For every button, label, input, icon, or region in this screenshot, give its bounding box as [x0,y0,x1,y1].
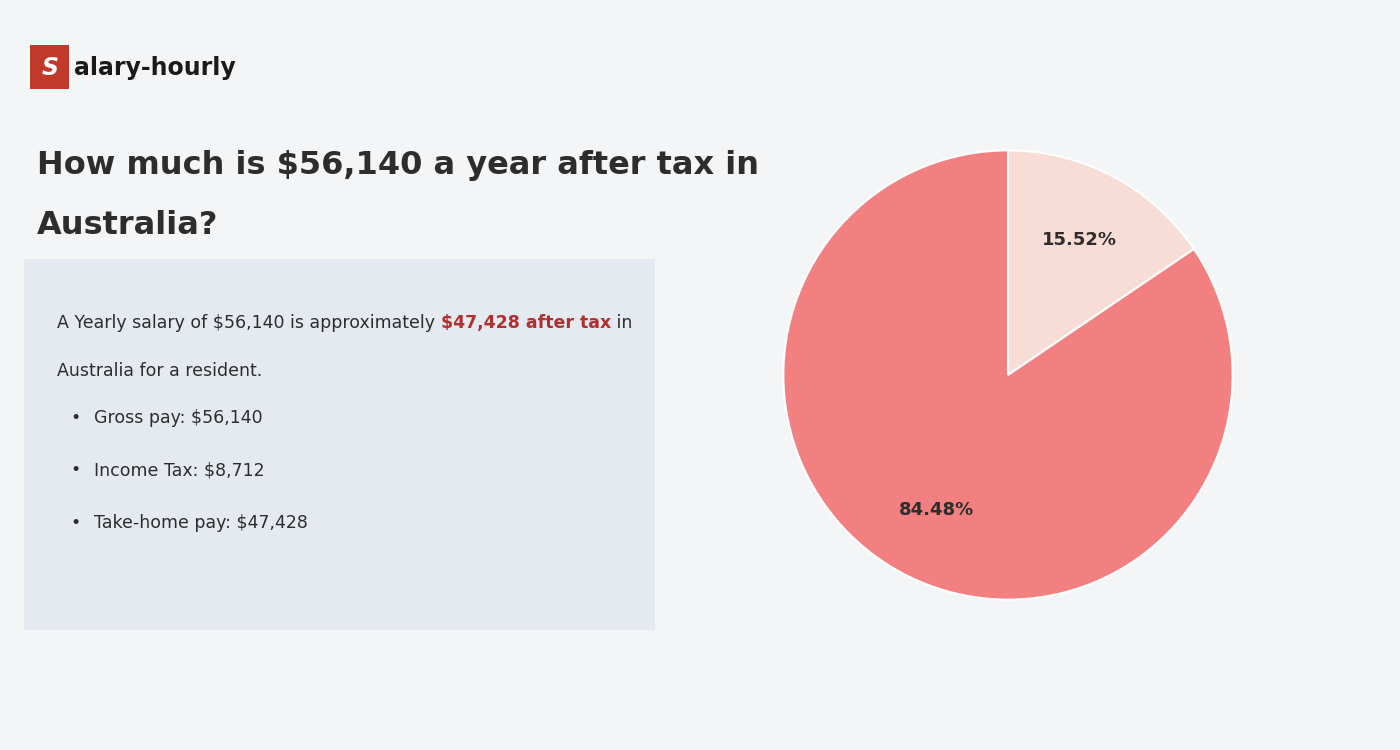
Text: S: S [41,56,59,80]
Text: •: • [70,461,81,479]
Text: •: • [70,514,81,532]
Text: •: • [70,409,81,427]
Wedge shape [784,150,1232,600]
Text: A Yearly salary of $56,140 is approximately: A Yearly salary of $56,140 is approximat… [57,314,441,332]
Text: in: in [610,314,633,332]
Text: Take-home pay: $47,428: Take-home pay: $47,428 [94,514,308,532]
FancyBboxPatch shape [31,45,69,88]
Wedge shape [1008,150,1194,375]
Text: Australia?: Australia? [36,210,218,241]
Text: Gross pay: $56,140: Gross pay: $56,140 [94,409,263,427]
Text: 15.52%: 15.52% [1042,231,1117,249]
Text: $47,428 after tax: $47,428 after tax [441,314,610,332]
Text: alary-hourly: alary-hourly [74,56,235,80]
Text: 84.48%: 84.48% [899,501,974,519]
Text: How much is $56,140 a year after tax in: How much is $56,140 a year after tax in [36,150,759,181]
Text: Australia for a resident.: Australia for a resident. [57,362,262,380]
FancyBboxPatch shape [24,259,655,630]
Text: Income Tax: $8,712: Income Tax: $8,712 [94,461,265,479]
